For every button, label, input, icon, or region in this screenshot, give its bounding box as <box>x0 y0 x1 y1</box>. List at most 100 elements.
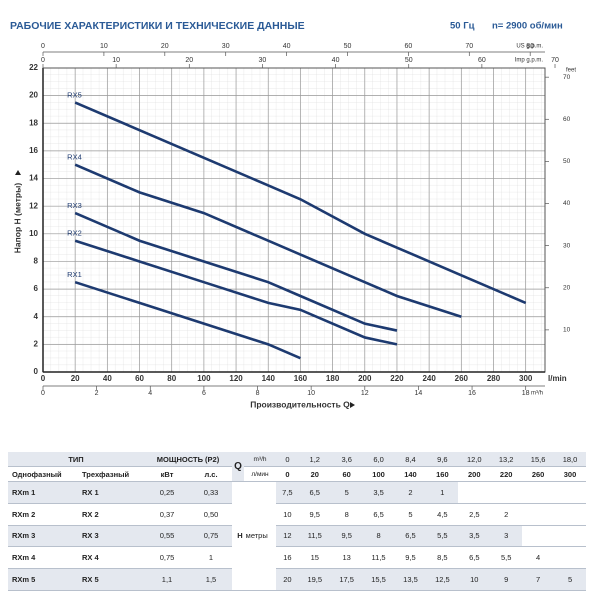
table-cell: 11,5 <box>362 546 395 570</box>
table-cell: 3,5 <box>458 525 491 548</box>
table-cell <box>554 481 586 504</box>
table-cell: 3,5 <box>362 481 395 504</box>
table-cell: 6,5 <box>394 525 427 548</box>
table-cell: 3 <box>490 525 523 548</box>
table-cell: RX 2 <box>78 503 144 526</box>
table-cell: 0,75 <box>190 525 232 548</box>
table-cell <box>522 481 555 504</box>
table-cell: 1 <box>426 481 459 504</box>
table-row: RXm 3 RX 3 0,55 0,75 12 11,5 9,5 8 6,5 5,5 3,5 3 <box>8 525 586 548</box>
table-cell: 2,5 <box>458 503 491 526</box>
tick-label: 80 <box>526 43 534 50</box>
tick-label: 0 <box>41 390 45 397</box>
table-cell: 6,5 <box>298 481 331 504</box>
table-cell: RXm 2 <box>8 503 78 526</box>
table-cell: 11,5 <box>298 525 331 548</box>
tick-label: 60 <box>404 43 412 50</box>
table-cell: 0,33 <box>190 481 232 504</box>
axis-unit: feet <box>566 68 576 74</box>
chart: РАБОЧИЕ ХАРАКТЕРИСТИКИ И ТЕХНИЧЕСКИЕ ДАН… <box>10 20 576 409</box>
tick-label: 50 <box>563 158 571 165</box>
tick-label: 30 <box>563 242 571 249</box>
header-cell: ТИП <box>8 452 144 467</box>
y-tick-label: 22 <box>29 63 38 72</box>
x-tick-label: 40 <box>103 374 112 383</box>
head-text: H <box>237 531 243 541</box>
table-cell: Трехфазный <box>78 466 144 482</box>
table-cell: 4,5 <box>426 503 459 526</box>
x-tick-label: 60 <box>135 374 144 383</box>
table-cell: RXm 1 <box>8 481 78 504</box>
x-tick-label: 180 <box>326 374 340 383</box>
table-cell: 18,0 <box>554 452 586 467</box>
pump-curve <box>74 101 527 305</box>
y-tick-label: 16 <box>29 146 38 155</box>
page-title: РАБОЧИЕ ХАРАКТЕРИСТИКИ И ТЕХНИЧЕСКИЕ ДАН… <box>10 20 305 32</box>
table-cell: 1,1 <box>144 568 190 591</box>
table-cell: 12,5 <box>426 568 459 591</box>
x-unit: l/min <box>548 374 567 383</box>
tick-label: 0 <box>41 57 45 64</box>
table-cell: 5 <box>554 568 586 591</box>
table-cell: 60 <box>330 466 363 482</box>
axis-unit: Imp g.p.m. <box>515 58 544 64</box>
table-cell: RXm 4 <box>8 546 78 570</box>
tick-label: 40 <box>563 200 571 207</box>
table-cell: 0,37 <box>144 503 190 526</box>
table-cell: 9 <box>490 568 523 591</box>
series-label: RX5 <box>67 91 82 100</box>
table-cell: 12 <box>276 525 299 548</box>
table-cell: 12,0 <box>458 452 491 467</box>
table-cell: кВт <box>144 466 190 482</box>
table-cell: 1,5 <box>190 568 232 591</box>
table-cell: 13,5 <box>394 568 427 591</box>
table-cell: 2 <box>394 481 427 504</box>
pump-curve <box>74 239 398 346</box>
table-cell: 200 <box>458 466 491 482</box>
tick-label: 14 <box>415 390 423 397</box>
table-cell: 0,25 <box>144 481 190 504</box>
tick-label: 50 <box>405 57 413 64</box>
table-cell: 8 <box>330 503 363 526</box>
table-cell: 9,6 <box>426 452 459 467</box>
tick-label: 70 <box>465 43 473 50</box>
y-tick-label: 10 <box>29 229 38 238</box>
tick-label: 10 <box>100 43 108 50</box>
x-axis-title: Производительность Q <box>250 399 350 409</box>
table-cell <box>458 481 491 504</box>
table-cell: л/мин <box>244 466 276 482</box>
tick-label: 20 <box>563 284 571 291</box>
table-cell: 13 <box>330 546 363 570</box>
axis-unit: m³/h <box>531 391 543 397</box>
table-cell: 6,0 <box>362 452 395 467</box>
table-row: RXm 5 RX 5 1,1 1,5 20 19,5 17,5 15,5 13,5 12,5 10 9… <box>8 568 586 591</box>
tick-label: 30 <box>259 57 267 64</box>
tick-label: 70 <box>563 74 571 81</box>
x-tick-label: 0 <box>41 374 46 383</box>
header-cell: m³/h <box>244 452 276 467</box>
table-cell: 140 <box>394 466 427 482</box>
series-label: RX1 <box>67 270 82 279</box>
table-cell <box>554 525 586 548</box>
y-tick-label: 8 <box>34 257 39 266</box>
table-cell: 5,5 <box>490 546 523 570</box>
table-row: RXm 4 RX 4 0,75 1 16 15 13 11,5 9,5 8,5 6,5 5,5 4 <box>8 546 586 570</box>
table-cell: 5 <box>330 481 363 504</box>
table-cell <box>522 525 555 548</box>
pump-curve <box>74 163 462 318</box>
y-tick-label: 6 <box>34 284 39 293</box>
tick-label: 20 <box>185 57 193 64</box>
pump-curve <box>74 280 301 360</box>
table-cell: 5 <box>394 503 427 526</box>
tick-label: 50 <box>344 43 352 50</box>
x-tick-label: 300 <box>519 374 533 383</box>
tick-label: 0 <box>41 43 45 50</box>
table-cell <box>554 546 586 570</box>
table-row: RXm 2 RX 2 0,37 0,50 10 9,5 8 6,5 5 4,5 2,5 2 <box>8 503 586 526</box>
tick-label: 18 <box>522 390 530 397</box>
frequency: 50 Гц <box>450 21 475 32</box>
